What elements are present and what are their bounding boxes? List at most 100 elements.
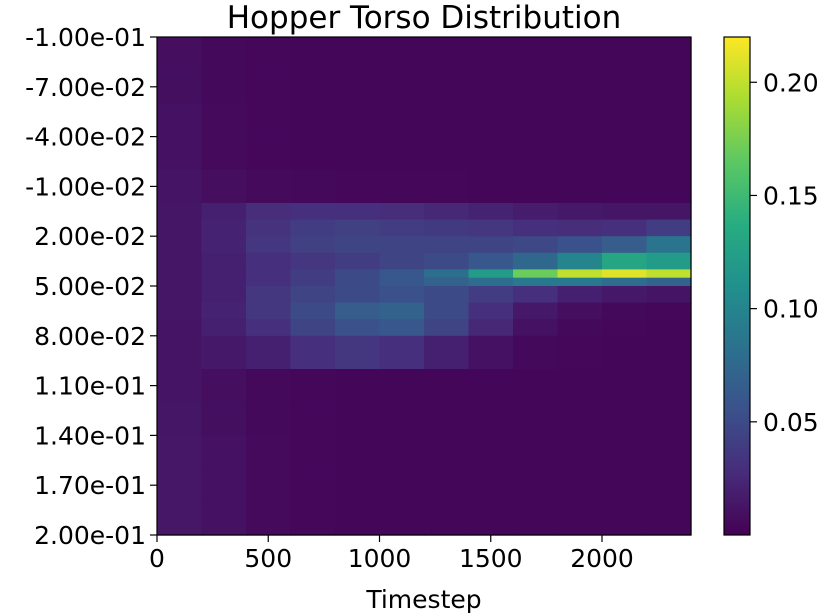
- heatmap-cell: [379, 70, 425, 104]
- heatmap-cell: [379, 468, 425, 503]
- heatmap-cell: [246, 37, 292, 71]
- heatmap-cell: [468, 236, 514, 254]
- heatmap-cell: [379, 302, 425, 320]
- heatmap-cell: [246, 252, 292, 270]
- y-tick-label: 1.10e-01: [34, 372, 146, 401]
- heatmap-cell: [646, 236, 692, 254]
- heatmap-cell: [290, 169, 336, 204]
- heatmap-cell: [557, 169, 603, 204]
- heatmap-cell: [335, 319, 381, 337]
- heatmap-cell: [557, 468, 603, 503]
- heatmap-cell: [335, 203, 381, 221]
- heatmap-cell: [513, 277, 559, 287]
- heatmap-cell: [379, 203, 425, 221]
- heatmap-cell: [557, 70, 603, 104]
- heatmap-cell: [157, 402, 203, 436]
- heatmap-cell: [557, 269, 603, 279]
- heatmap-cell: [424, 203, 470, 221]
- colorbar-ticks: 0.05 0.10 0.15 0.20: [750, 68, 819, 437]
- heatmap-cell: [201, 203, 247, 221]
- heatmap-cell: [201, 335, 247, 370]
- heatmap-cell: [157, 468, 203, 503]
- heatmap-cell: [513, 136, 559, 171]
- heatmap-cell: [246, 219, 292, 237]
- heatmap-cell: [246, 236, 292, 254]
- colorbar-tick-label: 0.10: [763, 295, 819, 324]
- heatmap-cell: [335, 402, 381, 436]
- heatmap-cell: [424, 269, 470, 279]
- heatmap-cell: [468, 252, 514, 270]
- heatmap-cell: [379, 402, 425, 436]
- heatmap-cell: [513, 435, 559, 470]
- heatmap-cell: [468, 37, 514, 71]
- heatmap-cell: [379, 335, 425, 370]
- heatmap-cell: [201, 402, 247, 436]
- heatmap-cell: [602, 335, 648, 370]
- heatmap-cell: [424, 37, 470, 71]
- heatmap-cell: [557, 501, 603, 536]
- x-tick-label: 0: [149, 544, 165, 573]
- heatmap-cell: [335, 302, 381, 320]
- heatmap-cell: [646, 269, 692, 279]
- heatmap-cell: [290, 103, 336, 138]
- heatmap-cell: [602, 269, 648, 279]
- heatmap-cell: [246, 269, 292, 279]
- heatmap-cell: [201, 103, 247, 138]
- heatmap-cell: [513, 219, 559, 237]
- heatmap-cell: [468, 286, 514, 304]
- heatmap-cell: [201, 236, 247, 254]
- heatmap-cell: [335, 501, 381, 536]
- heatmap-cell: [468, 468, 514, 503]
- heatmap-cell: [424, 103, 470, 138]
- heatmap-cell: [290, 277, 336, 287]
- heatmap-cell: [602, 103, 648, 138]
- heatmap-cell: [157, 136, 203, 171]
- heatmap-cell: [379, 219, 425, 237]
- heatmap-cell: [157, 369, 203, 403]
- heatmap-cell: [646, 302, 692, 320]
- heatmap-cell: [646, 435, 692, 470]
- heatmap-cell: [646, 402, 692, 436]
- heatmap-cell: [157, 219, 203, 237]
- heatmap-cell: [557, 435, 603, 470]
- heatmap-cell: [157, 169, 203, 204]
- heatmap-cell: [290, 501, 336, 536]
- heatmap-cell: [424, 70, 470, 104]
- y-tick-label: 2.00e-02: [34, 222, 146, 251]
- heatmap-cell: [201, 319, 247, 337]
- heatmap-cell: [335, 435, 381, 470]
- heatmap-cell: [290, 219, 336, 237]
- heatmap-cell: [468, 169, 514, 204]
- heatmap-cell: [557, 203, 603, 221]
- heatmap-cell: [379, 252, 425, 270]
- heatmap-cell: [246, 277, 292, 287]
- heatmap-cell: [201, 70, 247, 104]
- heatmap-cell: [557, 302, 603, 320]
- heatmap-cell: [424, 219, 470, 237]
- heatmap-cell: [646, 203, 692, 221]
- heatmap-cell: [468, 435, 514, 470]
- colorbar-tick-label: 0.20: [763, 68, 819, 97]
- heatmap-cell: [379, 236, 425, 254]
- heatmap-cell: [290, 302, 336, 320]
- heatmap-cell: [424, 335, 470, 370]
- heatmap-cell: [201, 269, 247, 279]
- heatmap-cell: [513, 70, 559, 104]
- heatmap-cell: [424, 468, 470, 503]
- heatmap-cell: [468, 269, 514, 279]
- y-axis: -1.00e-01 -7.00e-02 -4.00e-02 -1.00e-02 2.00…: [25, 23, 157, 550]
- heatmap-cell: [602, 302, 648, 320]
- heatmap-cell: [513, 269, 559, 279]
- heatmap-cell: [246, 501, 292, 536]
- y-tick-label: 5.00e-02: [34, 272, 146, 301]
- y-tick-label: -7.00e-02: [25, 73, 146, 102]
- heatmap-cell: [602, 70, 648, 104]
- heatmap-cell: [513, 252, 559, 270]
- heatmap-cell: [157, 277, 203, 287]
- heatmap-cell: [557, 37, 603, 71]
- heatmap-cell: [468, 402, 514, 436]
- heatmap-cell: [201, 286, 247, 304]
- heatmap-cell: [513, 501, 559, 536]
- heatmap-cell: [157, 302, 203, 320]
- heatmap-cell: [468, 203, 514, 221]
